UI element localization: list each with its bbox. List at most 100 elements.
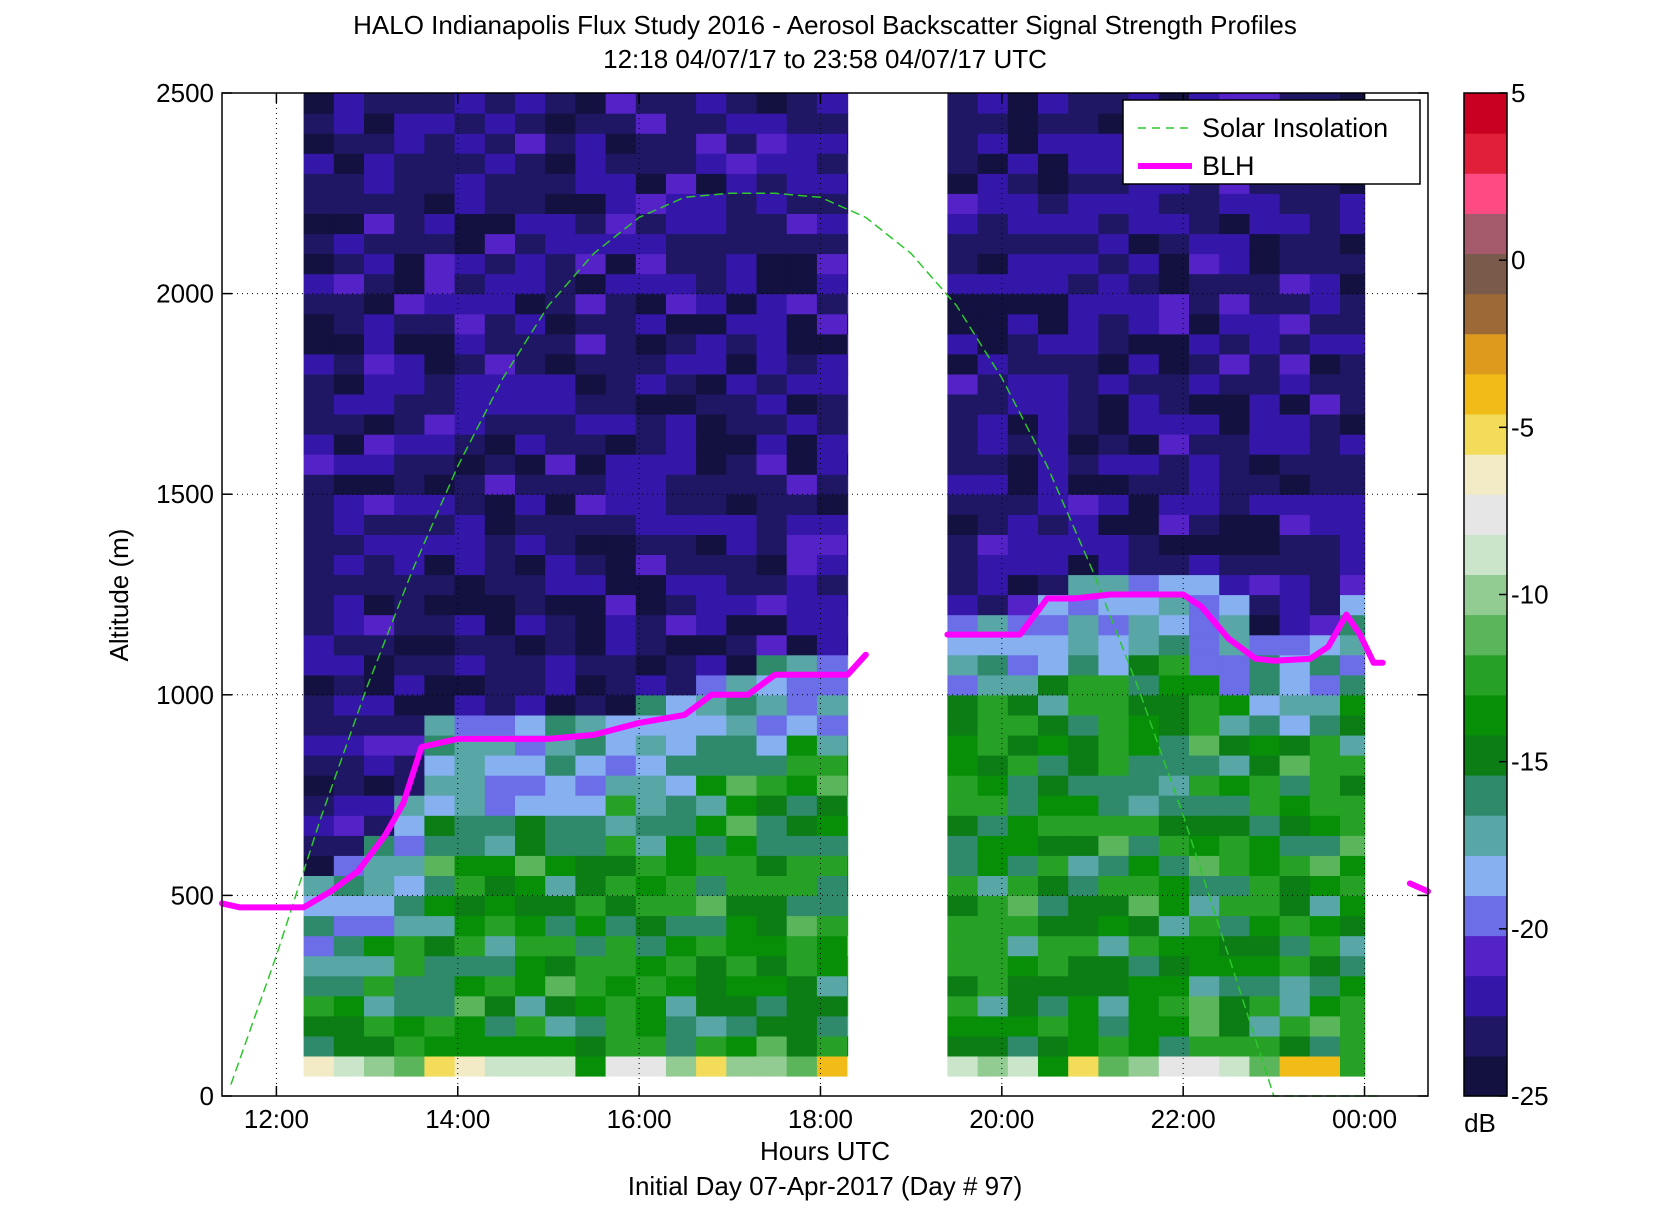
- heatmap-cell: [696, 153, 727, 174]
- heatmap-cell: [1249, 574, 1281, 596]
- heatmap-cell: [1219, 454, 1250, 475]
- heatmap-cell: [484, 714, 516, 736]
- heatmap-cell: [947, 634, 979, 656]
- heatmap-cell: [1098, 1015, 1130, 1037]
- heatmap-cell: [1340, 233, 1366, 255]
- heatmap-cell: [1068, 634, 1099, 656]
- heatmap-cell: [756, 614, 788, 636]
- heatmap-cell: [1128, 494, 1160, 515]
- heatmap-cell: [303, 353, 335, 375]
- heatmap-cell: [424, 614, 456, 636]
- heatmap-cell: [545, 393, 576, 415]
- heatmap-cell: [1158, 674, 1190, 696]
- heatmap-cell: [575, 875, 607, 896]
- heatmap-cell: [454, 113, 486, 134]
- heatmap-cell: [666, 935, 697, 957]
- heatmap-cell: [1128, 193, 1160, 214]
- heatmap-cell: [545, 253, 576, 275]
- heatmap-cell: [635, 694, 667, 716]
- heatmap-cell: [1158, 213, 1190, 235]
- heatmap-cell: [545, 93, 576, 114]
- heatmap-cell: [816, 113, 848, 134]
- heatmap-cell: [333, 614, 365, 636]
- heatmap-cell: [1189, 213, 1220, 235]
- heatmap-cell: [635, 313, 667, 335]
- heatmap-cell: [484, 373, 516, 395]
- heatmap-cell: [1249, 1035, 1281, 1057]
- heatmap-cell: [484, 694, 516, 716]
- heatmap-cell: [1249, 213, 1281, 235]
- heatmap-cell: [545, 634, 576, 656]
- heatmap-cell: [1038, 193, 1069, 214]
- heatmap-cell: [1098, 875, 1130, 896]
- heatmap-cell: [635, 574, 667, 596]
- heatmap-cell: [484, 935, 516, 957]
- heatmap-cell: [1068, 213, 1099, 235]
- heatmap-cell: [484, 133, 516, 154]
- heatmap-cell: [1279, 193, 1311, 214]
- heatmap-cell: [786, 755, 818, 776]
- heatmap-cell: [1249, 514, 1281, 535]
- heatmap-cell: [977, 393, 1009, 415]
- heatmap-cell: [1158, 875, 1190, 896]
- heatmap-cell: [545, 414, 576, 435]
- heatmap-cell: [575, 273, 607, 295]
- heatmap-cell: [1158, 654, 1190, 676]
- heatmap-cell: [364, 995, 395, 1017]
- heatmap-cell: [424, 414, 456, 435]
- heatmap-cell: [1279, 353, 1311, 375]
- heatmap-cell: [1340, 253, 1366, 275]
- heatmap-cell: [847, 654, 849, 676]
- heatmap-cell: [394, 373, 425, 395]
- heatmap-cell: [1038, 574, 1069, 596]
- heatmap-cell: [484, 594, 516, 616]
- heatmap-cell: [575, 313, 607, 335]
- heatmap-cell: [394, 313, 425, 335]
- heatmap-cell: [515, 273, 546, 295]
- heatmap-cell: [484, 293, 516, 315]
- heatmap-cell: [1219, 474, 1250, 495]
- heatmap-cell: [1340, 393, 1366, 415]
- heatmap-cell: [545, 935, 576, 957]
- heatmap-cells: [303, 93, 1366, 1077]
- heatmap-cell: [545, 514, 576, 535]
- heatmap-cell: [515, 1015, 546, 1037]
- blh-line: [1406, 880, 1431, 895]
- heatmap-cell: [1309, 835, 1341, 856]
- heatmap-cell: [847, 915, 849, 937]
- heatmap-cell: [424, 674, 456, 696]
- solar-insolation-line: [230, 192, 1384, 1097]
- heatmap-cell: [424, 233, 456, 255]
- heatmap-cell: [515, 353, 546, 375]
- heatmap-cell: [786, 353, 818, 375]
- heatmap-cell: [696, 875, 727, 896]
- x-tick-label: 14:00: [425, 1104, 490, 1134]
- heatmap-cell: [454, 975, 486, 997]
- heatmap-cell: [1158, 313, 1190, 335]
- heatmap-cell: [756, 534, 788, 555]
- heatmap-cell: [1038, 273, 1069, 295]
- heatmap-cell: [1128, 313, 1160, 335]
- heatmap-cell: [1340, 414, 1366, 435]
- heatmap-cell: [726, 835, 758, 856]
- heatmap-cell: [816, 694, 848, 716]
- heatmap-cell: [484, 975, 516, 997]
- heatmap-cell: [786, 93, 818, 114]
- heatmap-cell: [756, 213, 788, 235]
- heatmap-cell: [666, 714, 697, 736]
- heatmap-cell: [786, 815, 818, 836]
- heatmap-cell: [364, 614, 395, 636]
- heatmap-cell: [666, 734, 697, 756]
- heatmap-cell: [484, 253, 516, 275]
- heatmap-cell: [515, 614, 546, 636]
- heatmap-cell: [1219, 995, 1250, 1017]
- heatmap-cell: [756, 574, 788, 596]
- heatmap-cell: [333, 494, 365, 515]
- heatmap-cell: [394, 353, 425, 375]
- heatmap-cell: [1038, 734, 1069, 756]
- heatmap-cell: [977, 1015, 1009, 1037]
- heatmap-cell: [1249, 534, 1281, 555]
- heatmap-cell: [1279, 273, 1311, 295]
- heatmap-cell: [1128, 574, 1160, 596]
- heatmap-cell: [977, 434, 1009, 455]
